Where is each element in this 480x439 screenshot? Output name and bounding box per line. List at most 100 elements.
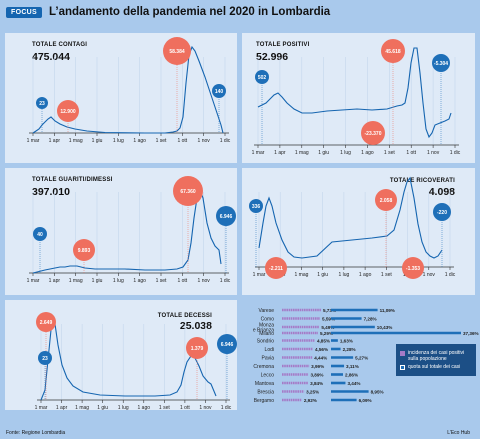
panel-total: 397.010: [32, 186, 70, 198]
annotation-label: 6.946: [220, 214, 233, 220]
blue-bar-label: 5,27%: [355, 355, 368, 360]
panel-decessi: TOTALE DECESSI 25.038 1 mar 1 apr 1 mag 1 g…: [5, 300, 237, 410]
bar-category-label: Como: [261, 317, 275, 323]
annotation-label: 67.360: [180, 189, 196, 195]
x-tick-label: 1 mag: [75, 405, 89, 410]
annotation-bubble: [186, 337, 208, 359]
panel-label: TOTALE RICOVERATI: [389, 178, 455, 184]
legend: incidenza dei casi positivi sulla popola…: [396, 344, 476, 376]
x-tick-label: 1 lug: [340, 150, 351, 156]
annotation-bubble: [381, 39, 405, 63]
x-tick-label: 1 ago: [359, 272, 372, 278]
purple-bar-label: 4,85%: [317, 338, 330, 343]
series-line: [258, 176, 443, 259]
blue-bar-label: 2,28%: [343, 347, 356, 352]
page-title: L’andamento della pandemia nel 2020 in L…: [49, 6, 331, 18]
series-line: [32, 188, 222, 274]
blue-bar-label: 10,43%: [377, 325, 393, 330]
series-line: [32, 45, 224, 134]
purple-bar-label: 3,99%: [311, 364, 324, 369]
x-tick-label: 1 dic: [450, 150, 461, 156]
bar-category-label: Brescia: [257, 390, 274, 396]
panel-label: TOTALE CONTAGI: [32, 42, 88, 48]
x-tick-label: 1 apr: [274, 150, 286, 156]
x-tick-label: 1 ago: [138, 405, 151, 410]
annotation-label: 45.618: [385, 49, 401, 55]
annotation-bubble: [249, 199, 263, 213]
source-note: Fonte: Regione Lombardia: [6, 430, 66, 436]
header: FOCUS L’andamento della pandemia nel 202…: [6, 5, 330, 19]
bar-category-label: Milano: [259, 331, 274, 337]
x-tick-label: 1 dic: [445, 272, 456, 278]
blue-bar-label: 3,11%: [346, 364, 359, 369]
x-tick-label: 1 set: [384, 150, 395, 156]
blue-bar-label: 8,95%: [371, 389, 384, 394]
annotation-bubble: [212, 84, 226, 98]
blue-bar-label: 6,09%: [359, 398, 372, 403]
annotation-label: 58.384: [169, 49, 185, 55]
annotation-bubble: [432, 54, 450, 72]
bar-category-label: Pavia: [261, 356, 274, 362]
purple-bar-label: 3,89%: [310, 372, 323, 377]
annotation-label: 1.379: [191, 346, 204, 352]
x-tick-label: 1 nov: [199, 405, 212, 410]
purple-bar-label: 3,25%: [306, 389, 319, 394]
annotation-label: 502: [258, 75, 267, 81]
panel-label: TOTALE DECESSI: [157, 313, 212, 319]
annotation-bubble: [255, 70, 269, 84]
legend-swatch-blue: [400, 365, 405, 370]
x-tick-label: 1 giu: [92, 138, 103, 144]
x-tick-label: 1 dic: [220, 278, 231, 284]
bar-category-label: Bergamo: [254, 398, 275, 404]
x-tick-label: 1 mar: [27, 278, 40, 284]
blue-bar-label: 37,36%: [463, 331, 479, 336]
x-tick-label: 1 mar: [252, 150, 265, 156]
x-tick-label: 1 mag: [69, 138, 83, 144]
x-tick-label: 1 dic: [221, 405, 232, 410]
bar-category-label: Lecco: [261, 373, 275, 379]
panel-total: 25.038: [179, 320, 212, 332]
x-tick-label: 1 ott: [177, 278, 187, 284]
x-tick-label: 1 ago: [361, 150, 374, 156]
x-tick-label: 1 apr: [49, 138, 61, 144]
annotation-label: 140: [215, 89, 224, 95]
x-tick-label: 1 mar: [27, 138, 40, 144]
x-tick-label: 1 ott: [180, 405, 190, 410]
x-tick-label: 1 mar: [253, 272, 266, 278]
annotation-label: 23: [42, 356, 48, 362]
purple-bar-label: 4,44%: [314, 355, 327, 360]
x-tick-label: 1 mag: [69, 278, 83, 284]
focus-tag: FOCUS: [6, 6, 42, 18]
annotation-label: 2.058: [380, 198, 393, 204]
blue-bar-label: 3,44%: [347, 381, 360, 386]
panel-label: TOTALE GUARITI/DIMESSI: [32, 177, 113, 183]
x-tick-label: 1 lug: [113, 138, 124, 144]
bar-category-label: Sondrio: [257, 339, 274, 345]
chart-contagi: 1 mar 1 apr 1 mag 1 giu 1 lug 1 ago 1 set 1 ott…: [27, 37, 231, 144]
bar-category-label: Mantova: [255, 381, 274, 387]
blue-bar-label: 2,86%: [345, 372, 358, 377]
purple-bar-label: 5,73%: [323, 308, 336, 313]
x-tick-label: 1 apr: [56, 405, 68, 410]
blue-bar-label: 11,09%: [380, 308, 395, 313]
x-tick-label: 1 mag: [295, 150, 309, 156]
purple-bar-label: 5,49%: [321, 325, 334, 330]
annotation-label: 2.649: [40, 320, 53, 326]
panel-positivi: TOTALE POSITIVI 52.996 1 mar 1 apr 1 mag 1 …: [242, 33, 475, 163]
annotation-bubble: [36, 97, 48, 109]
annotation-label: -1.353: [406, 266, 420, 272]
series-line: [40, 317, 217, 401]
chart-decessi: 1 mar 1 apr 1 mag 1 giu 1 lug 1 ago 1 set 1 ott…: [35, 312, 237, 410]
x-tick-label: 1 giu: [92, 278, 103, 284]
chart-guariti: 1 mar 1 apr 1 mag 1 giu 1 lug 1 ago 1 set 1 ott…: [27, 176, 236, 284]
annotation-label: -5.304: [434, 61, 448, 67]
x-tick-label: 1 lug: [338, 272, 349, 278]
x-tick-label: 1 nov: [427, 150, 440, 156]
chart-positivi: 1 mar 1 apr 1 mag 1 giu 1 lug 1 ago 1 set 1 ott…: [252, 39, 461, 156]
x-tick-label: 1 nov: [423, 272, 436, 278]
annotation-bubble: [173, 176, 203, 206]
bar-category-label: Varese: [259, 308, 275, 314]
bar-category-label: Lodi: [265, 347, 274, 353]
